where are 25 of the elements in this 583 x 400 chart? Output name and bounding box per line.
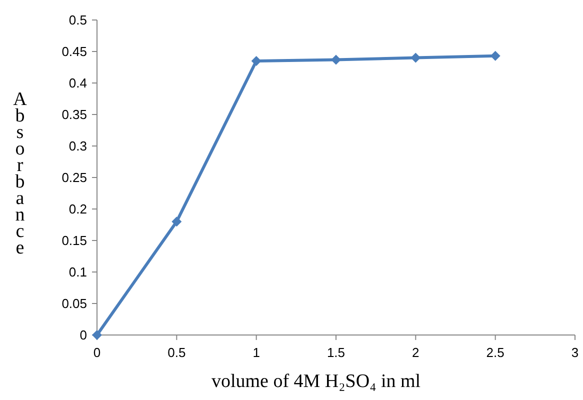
x-tick-label: 2 (412, 345, 420, 360)
y-tick-label: 0.5 (68, 12, 87, 28)
point (410, 52, 421, 63)
y-tick-label: 0.35 (62, 107, 87, 122)
point (172, 216, 182, 227)
x-tick-label: 1 (252, 345, 260, 360)
y-tick-label: 0 (80, 328, 87, 343)
y-tick-label: 0.05 (62, 296, 87, 312)
point (251, 56, 262, 66)
y-tick-label: 0.1 (68, 264, 87, 280)
x-tick-label: 1.5 (326, 345, 346, 360)
y-tick-label: 0.3 (68, 138, 87, 154)
x-axis-title: volume of 4M H₂SO₄ in ml (211, 371, 421, 392)
y-tick-label: 0.4 (68, 76, 87, 91)
y-tick-label: 0.45 (62, 44, 87, 60)
x-tick-label: 0 (93, 345, 101, 360)
x-tick-label: 0.5 (168, 345, 186, 360)
point (331, 54, 341, 65)
x-tick-label: 2.5 (486, 345, 504, 360)
y-tick-label: 0.25 (62, 170, 87, 186)
y-tick-label: 0.2 (68, 202, 87, 217)
point (490, 50, 500, 61)
text: Absorbance (13, 89, 27, 258)
y-tick-label: 0.15 (62, 233, 87, 248)
x-tick-label: 3 (571, 345, 579, 360)
